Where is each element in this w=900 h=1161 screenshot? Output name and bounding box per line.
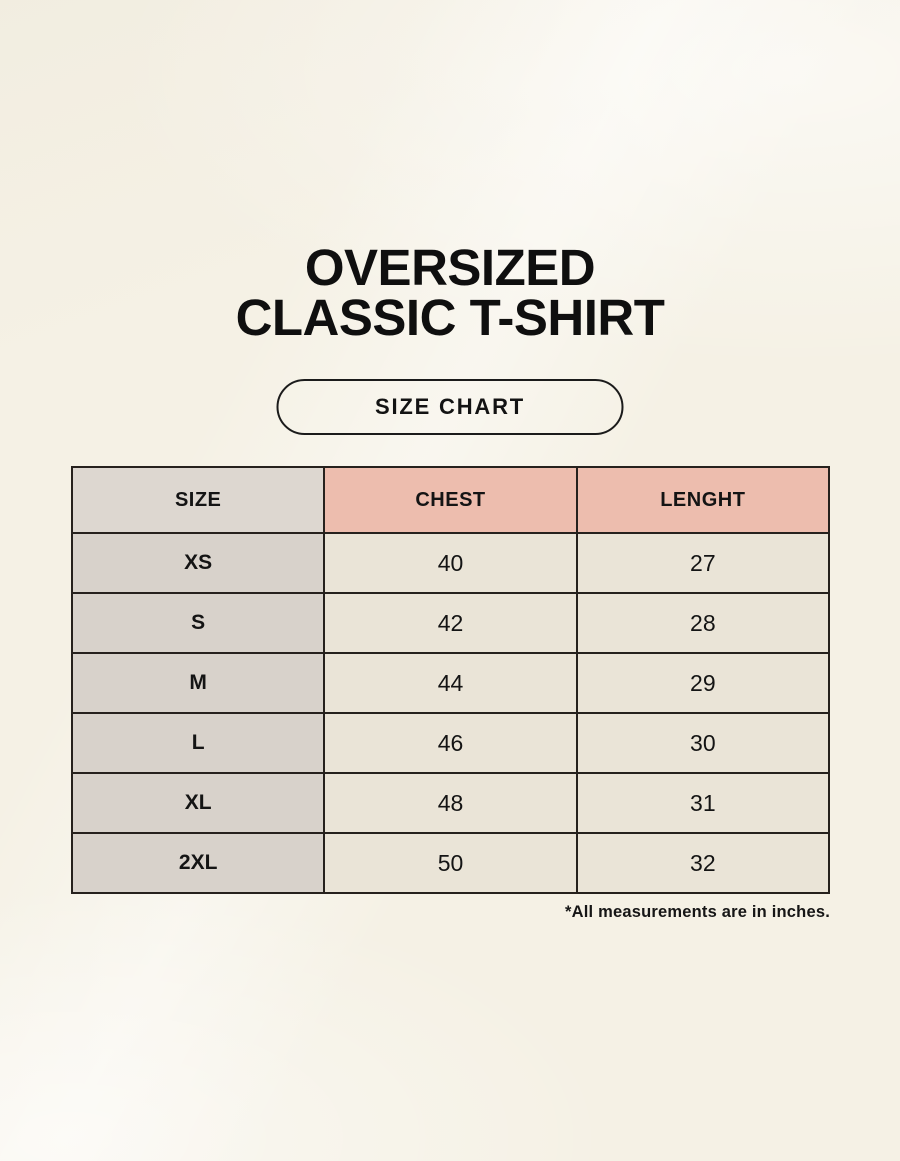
size-cell: M bbox=[70, 652, 326, 714]
lenght-cell: 28 bbox=[575, 592, 831, 654]
header-size: SIZE bbox=[70, 466, 326, 534]
table-row: M 44 29 bbox=[70, 652, 831, 714]
lenght-cell: 29 bbox=[575, 652, 831, 714]
chest-cell: 40 bbox=[323, 532, 578, 594]
page-title-line-1: OVERSIZED bbox=[304, 239, 596, 296]
size-cell: L bbox=[70, 712, 326, 774]
chest-cell: 50 bbox=[323, 832, 578, 894]
lenght-cell: 27 bbox=[575, 532, 831, 594]
header-chest: CHEST bbox=[323, 466, 578, 534]
size-table: SIZE CHEST LENGHT XS 40 27 S 42 28 M 44 … bbox=[70, 466, 831, 894]
size-chart-badge-label: SIZE CHART bbox=[375, 394, 525, 419]
lenght-cell: 31 bbox=[575, 772, 831, 834]
size-chart-badge[interactable]: SIZE CHART bbox=[276, 379, 624, 435]
measurements-footnote: *All measurements are in inches. bbox=[564, 903, 830, 921]
size-table-body: XS 40 27 S 42 28 M 44 29 L 46 30 XL 48 3… bbox=[70, 532, 831, 894]
chest-cell: 48 bbox=[323, 772, 578, 834]
table-row: XL 48 31 bbox=[70, 772, 831, 834]
size-cell: S bbox=[70, 592, 326, 654]
size-table-container: SIZE CHEST LENGHT XS 40 27 S 42 28 M 44 … bbox=[70, 466, 831, 894]
header-lenght: LENGHT bbox=[575, 466, 831, 534]
table-row: L 46 30 bbox=[70, 712, 831, 774]
header-row: SIZE CHEST LENGHT bbox=[70, 466, 831, 534]
size-cell: 2XL bbox=[70, 832, 326, 894]
lenght-cell: 30 bbox=[575, 712, 831, 774]
table-row: S 42 28 bbox=[70, 592, 831, 654]
chest-cell: 46 bbox=[323, 712, 578, 774]
chest-cell: 42 bbox=[323, 592, 578, 654]
chest-cell: 44 bbox=[323, 652, 578, 714]
table-row: 2XL 50 32 bbox=[70, 832, 831, 894]
lenght-cell: 32 bbox=[575, 832, 831, 894]
size-cell: XL bbox=[70, 772, 326, 834]
size-table-head: SIZE CHEST LENGHT bbox=[70, 466, 831, 534]
size-cell: XS bbox=[70, 532, 326, 594]
page-title: OVERSIZED CLASSIC T-SHIRT bbox=[0, 242, 900, 346]
table-row: XS 40 27 bbox=[70, 532, 831, 594]
page-title-line-2: CLASSIC T-SHIRT bbox=[235, 289, 665, 346]
